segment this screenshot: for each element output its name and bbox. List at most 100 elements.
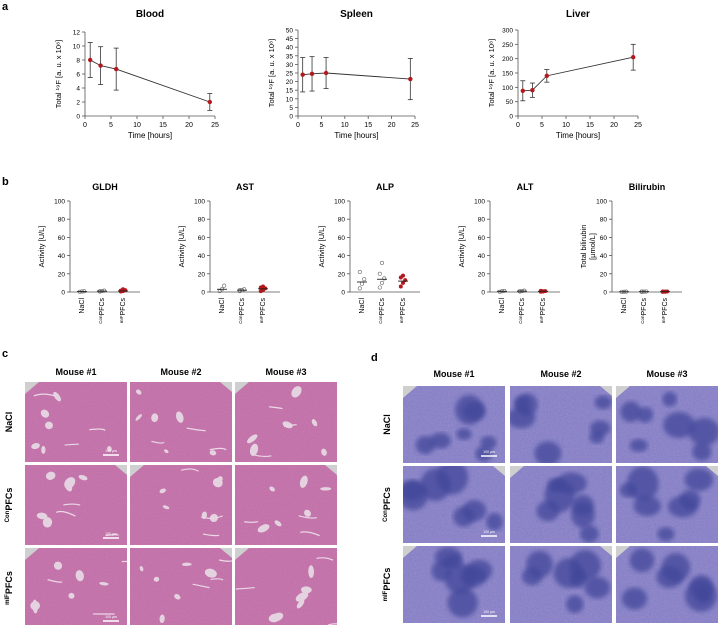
- x-tick-label: 0: [83, 122, 87, 129]
- data-point: [114, 67, 118, 71]
- scale-bar-label: 100 µm: [483, 530, 495, 534]
- white-pulp-follicle: [456, 428, 471, 440]
- x-tick-label: 20: [610, 122, 618, 129]
- y-tick-label: 40: [338, 253, 346, 260]
- white-pulp-follicle: [430, 433, 451, 449]
- scale-bar-label: 100 µm: [483, 610, 495, 614]
- spleen-micrograph: [616, 466, 718, 543]
- data-point: [261, 285, 264, 288]
- column-header: Mouse #1: [55, 367, 96, 377]
- chart-title: Blood: [136, 9, 164, 20]
- data-point: [401, 274, 404, 277]
- y-tick-label: 40: [600, 253, 608, 260]
- white-pulp-follicle: [595, 396, 612, 410]
- y-tick-label: 45: [286, 36, 294, 43]
- scale-bar-label: 100 µm: [105, 449, 117, 453]
- x-tick-label: 0: [516, 122, 520, 129]
- data-point: [378, 272, 381, 275]
- category-label: NaCl: [79, 298, 86, 314]
- x-tick-label: 20: [185, 122, 193, 129]
- category-label: ConPFCs: [238, 298, 246, 324]
- white-pulp-follicle: [634, 496, 661, 516]
- row-label: NaCl: [4, 412, 14, 433]
- y-tick-label: 20: [478, 271, 486, 278]
- row-label: ConPFCs: [382, 487, 392, 522]
- x-axis-label: Time [hours]: [128, 131, 172, 140]
- white-pulp-follicle: [685, 468, 714, 491]
- y-axis-label: Activity [U/L]: [177, 226, 186, 268]
- x-tick-label: 5: [109, 122, 113, 129]
- y-tick-label: 0: [61, 290, 65, 297]
- y-tick-label: 80: [58, 217, 66, 224]
- data-point: [360, 282, 363, 285]
- white-pulp-follicle: [692, 442, 711, 460]
- spleen-micrograph: [616, 546, 718, 623]
- data-point: [88, 58, 92, 62]
- x-tick-label: 10: [562, 122, 570, 129]
- category-label: mIFPFCs: [661, 298, 669, 324]
- y-tick-label: 300: [502, 28, 513, 35]
- category-label: mIFPFCs: [399, 298, 407, 324]
- y-tick-label: 80: [478, 217, 486, 224]
- white-pulp-follicle: [453, 507, 474, 527]
- x-tick-label: 25: [634, 122, 642, 129]
- data-point: [380, 281, 383, 284]
- white-pulp-follicle: [448, 588, 478, 618]
- data-point: [631, 55, 635, 59]
- white-pulp-follicle: [690, 575, 713, 599]
- series-line: [90, 60, 210, 102]
- data-point: [358, 287, 361, 290]
- y-tick-label: 0: [76, 114, 80, 121]
- x-axis-label: Time [hours]: [334, 131, 378, 140]
- category-label: NaCl: [499, 298, 506, 314]
- y-tick-label: 0: [509, 114, 513, 121]
- y-tick-label: 40: [58, 253, 66, 260]
- category-label: NaCl: [621, 298, 628, 314]
- white-pulp-follicle: [534, 441, 561, 465]
- scale-bar-label: 100 µm: [483, 450, 495, 454]
- liver-micrograph: 100 µm: [25, 382, 127, 462]
- white-pulp-follicle: [455, 395, 483, 425]
- white-pulp-follicle: [621, 401, 641, 422]
- y-axis-label-line2: [µmol/L]: [588, 233, 597, 260]
- y-tick-label: 40: [198, 253, 206, 260]
- y-axis-label: Activity [U/L]: [37, 226, 46, 268]
- y-tick-label: 10: [73, 44, 81, 51]
- scale-bar-label: 100 µm: [105, 532, 117, 536]
- data-point: [521, 89, 525, 93]
- white-pulp-follicle: [620, 483, 636, 498]
- x-tick-label: 5: [319, 122, 323, 129]
- y-tick-label: 200: [502, 56, 513, 63]
- column-header: Mouse #2: [540, 369, 581, 379]
- y-tick-label: 20: [286, 79, 294, 86]
- y-tick-label: 4: [76, 86, 80, 93]
- spleen-micrograph: [510, 466, 612, 543]
- category-label: ConPFCs: [640, 298, 648, 324]
- y-axis-label: Total ¹⁹F [a. u. x 10⁸]: [267, 39, 276, 108]
- x-tick-label: 15: [364, 122, 372, 129]
- row-label: ConPFCs: [4, 488, 14, 523]
- y-tick-label: 35: [286, 53, 294, 60]
- data-point: [324, 71, 328, 75]
- panel-label-b: b: [2, 176, 9, 188]
- x-tick-label: 10: [133, 122, 141, 129]
- data-point: [223, 284, 226, 287]
- chart-title: ALP: [376, 182, 394, 192]
- spleen-micrograph: 100 µm: [398, 460, 505, 543]
- y-tick-label: 0: [481, 290, 485, 297]
- category-label: NaCl: [219, 298, 226, 314]
- y-tick-label: 25: [286, 71, 294, 78]
- y-tick-label: 0: [603, 290, 607, 297]
- column-header: Mouse #3: [265, 367, 306, 377]
- y-tick-label: 50: [506, 99, 514, 106]
- y-tick-label: 40: [478, 253, 486, 260]
- data-point: [530, 88, 534, 92]
- x-tick-label: 25: [411, 122, 419, 129]
- y-tick-label: 60: [338, 235, 346, 242]
- data-point: [408, 77, 412, 81]
